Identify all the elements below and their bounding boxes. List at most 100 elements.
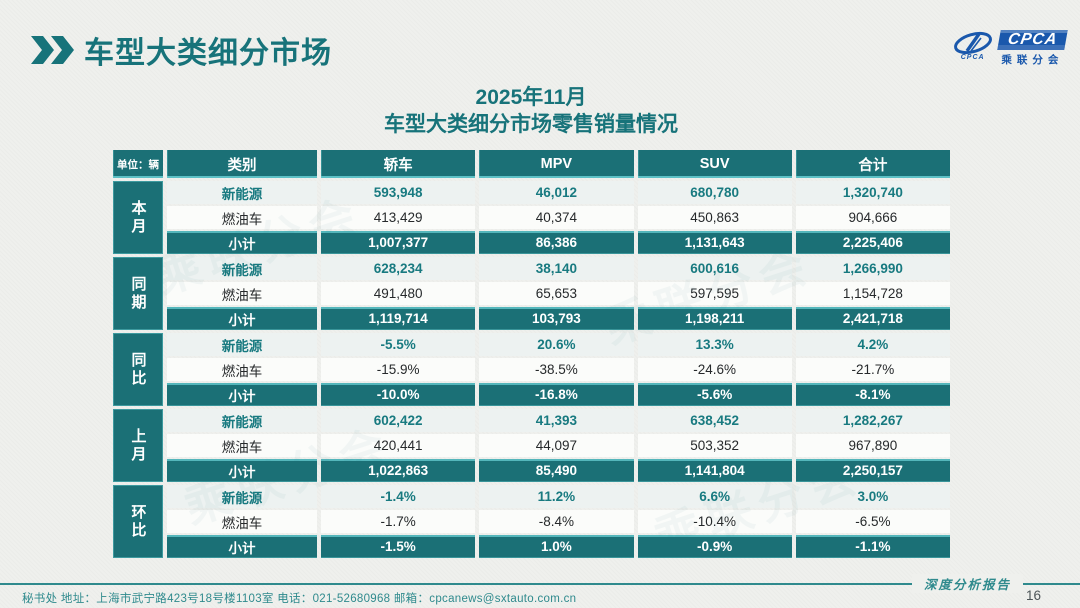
- table-row-subtotal: 小计 1,119,714 103,793 1,198,211 2,421,718: [167, 307, 950, 330]
- value-cell: 1,320,740: [795, 181, 950, 204]
- table-title-line2: 车型大类细分市场零售销量情况: [384, 113, 678, 136]
- row-name: 小计: [167, 459, 317, 482]
- value-cell: 628,234: [321, 257, 476, 280]
- value-cell: 103,793: [479, 307, 634, 330]
- table-group-yoy: 同比 新能源 -5.5% 20.6% 13.3% 4.2% 燃油车 -15.9%…: [113, 333, 950, 406]
- table-row-nev: 新能源 593,948 46,012 680,780 1,320,740: [167, 181, 950, 204]
- value-cell: 1,141,804: [637, 459, 792, 482]
- table-row-nev: 新能源 602,422 41,393 638,452 1,282,267: [167, 409, 950, 432]
- table-title: 2025年11月 车型大类细分市场零售销量情况: [281, 84, 781, 138]
- table-row-fuel: 燃油车 420,441 44,097 503,352 967,890: [167, 434, 950, 457]
- value-cell: 2,421,718: [795, 307, 950, 330]
- row-name: 燃油车: [167, 434, 317, 457]
- row-name: 新能源: [167, 257, 317, 280]
- value-cell: 1,007,377: [321, 231, 476, 254]
- table-group-mom: 环比 新能源 -1.4% 11.2% 6.6% 3.0% 燃油车 -1.7% -…: [113, 485, 950, 558]
- table-row-fuel: 燃油车 -15.9% -38.5% -24.6% -21.7%: [167, 358, 950, 381]
- row-name: 小计: [167, 307, 317, 330]
- table-row-subtotal: 小计 1,022,863 85,490 1,141,804 2,250,157: [167, 459, 950, 482]
- value-cell: -5.6%: [637, 383, 792, 406]
- table-row-subtotal: 小计 -1.5% 1.0% -0.9% -1.1%: [167, 535, 950, 558]
- row-name: 新能源: [167, 333, 317, 356]
- row-name: 燃油车: [167, 282, 317, 305]
- value-cell: -6.5%: [795, 510, 950, 533]
- table-title-line1: 2025年11月: [475, 86, 587, 109]
- value-cell: 503,352: [637, 434, 792, 457]
- value-cell: 1,198,211: [637, 307, 792, 330]
- row-name: 小计: [167, 383, 317, 406]
- table-row-nev: 新能源 -5.5% 20.6% 13.3% 4.2%: [167, 333, 950, 356]
- value-cell: 638,452: [637, 409, 792, 432]
- value-cell: 4.2%: [795, 333, 950, 356]
- cpca-chinese-name: 乘联分会: [1001, 54, 1064, 66]
- value-cell: 13.3%: [637, 333, 792, 356]
- table-row-subtotal: 小计 1,007,377 86,386 1,131,643 2,225,406: [167, 231, 950, 254]
- value-cell: 450,863: [637, 206, 792, 229]
- value-cell: 1.0%: [479, 535, 634, 558]
- value-cell: 41,393: [479, 409, 634, 432]
- value-cell: 1,131,643: [637, 231, 792, 254]
- value-cell: 1,154,728: [795, 282, 950, 305]
- row-name: 燃油车: [167, 358, 317, 381]
- table-header-row: 单位：辆 类别 轿车 MPV SUV 合计: [113, 150, 950, 178]
- row-name: 燃油车: [167, 206, 317, 229]
- cpca-logo-text: CPCA 乘联分会: [996, 30, 1068, 67]
- value-cell: 11.2%: [479, 485, 634, 508]
- value-cell: -1.7%: [321, 510, 476, 533]
- value-cell: 44,097: [479, 434, 634, 457]
- unit-label-cell: 单位：辆: [113, 150, 163, 178]
- cpca-mark-caption: CPCA: [960, 54, 985, 61]
- value-cell: 1,282,267: [795, 409, 950, 432]
- value-cell: 1,119,714: [321, 307, 476, 330]
- value-cell: 597,595: [637, 282, 792, 305]
- column-header-category: 类别: [167, 150, 317, 178]
- value-cell: 3.0%: [795, 485, 950, 508]
- value-cell: 967,890: [795, 434, 950, 457]
- table-row-nev: 新能源 628,234 38,140 600,616 1,266,990: [167, 257, 950, 280]
- value-cell: -0.9%: [637, 535, 792, 558]
- footer-report-label: 深度分析报告: [912, 574, 1024, 593]
- column-header-mpv: MPV: [479, 150, 634, 178]
- value-cell: 2,250,157: [795, 459, 950, 482]
- value-cell: 680,780: [637, 181, 792, 204]
- group-label: 同比: [113, 333, 163, 406]
- table-group-this-month: 本月 新能源 593,948 46,012 680,780 1,320,740 …: [113, 181, 950, 254]
- value-cell: 1,022,863: [321, 459, 476, 482]
- row-name: 新能源: [167, 485, 317, 508]
- cpca-logo-mark: CPCA: [952, 30, 994, 61]
- value-cell: -24.6%: [637, 358, 792, 381]
- value-cell: 40,374: [479, 206, 634, 229]
- value-cell: 20.6%: [479, 333, 634, 356]
- value-cell: 6.6%: [637, 485, 792, 508]
- value-cell: -16.8%: [479, 383, 634, 406]
- value-cell: 38,140: [479, 257, 634, 280]
- cpca-logo: CPCA CPCA 乘联分会: [952, 30, 1068, 67]
- value-cell: 593,948: [321, 181, 476, 204]
- value-cell: 1,266,990: [795, 257, 950, 280]
- value-cell: -38.5%: [479, 358, 634, 381]
- value-cell: 491,480: [321, 282, 476, 305]
- table-row-fuel: 燃油车 491,480 65,653 597,595 1,154,728: [167, 282, 950, 305]
- cpca-swoosh-icon: [953, 31, 992, 55]
- page-title: 车型大类细分市场: [84, 37, 332, 70]
- table-row-nev: 新能源 -1.4% 11.2% 6.6% 3.0%: [167, 485, 950, 508]
- value-cell: -1.1%: [795, 535, 950, 558]
- table-group-last-month: 上月 新能源 602,422 41,393 638,452 1,282,267 …: [113, 409, 950, 482]
- table-row-subtotal: 小计 -10.0% -16.8% -5.6% -8.1%: [167, 383, 950, 406]
- row-name: 新能源: [167, 409, 317, 432]
- value-cell: -10.0%: [321, 383, 476, 406]
- value-cell: 904,666: [795, 206, 950, 229]
- value-cell: -21.7%: [795, 358, 950, 381]
- footer-divider: [0, 583, 1080, 585]
- value-cell: 420,441: [321, 434, 476, 457]
- value-cell: 85,490: [479, 459, 634, 482]
- footer-contact-info: 秘书处 地址：上海市武宁路423号18号楼1103室 电话：021-526809…: [22, 593, 577, 605]
- column-header-sedan: 轿车: [321, 150, 476, 178]
- table-row-fuel: 燃油车 -1.7% -8.4% -10.4% -6.5%: [167, 510, 950, 533]
- double-chevron-icon: [31, 36, 74, 64]
- value-cell: -5.5%: [321, 333, 476, 356]
- row-name: 燃油车: [167, 510, 317, 533]
- value-cell: -10.4%: [637, 510, 792, 533]
- value-cell: 2,225,406: [795, 231, 950, 254]
